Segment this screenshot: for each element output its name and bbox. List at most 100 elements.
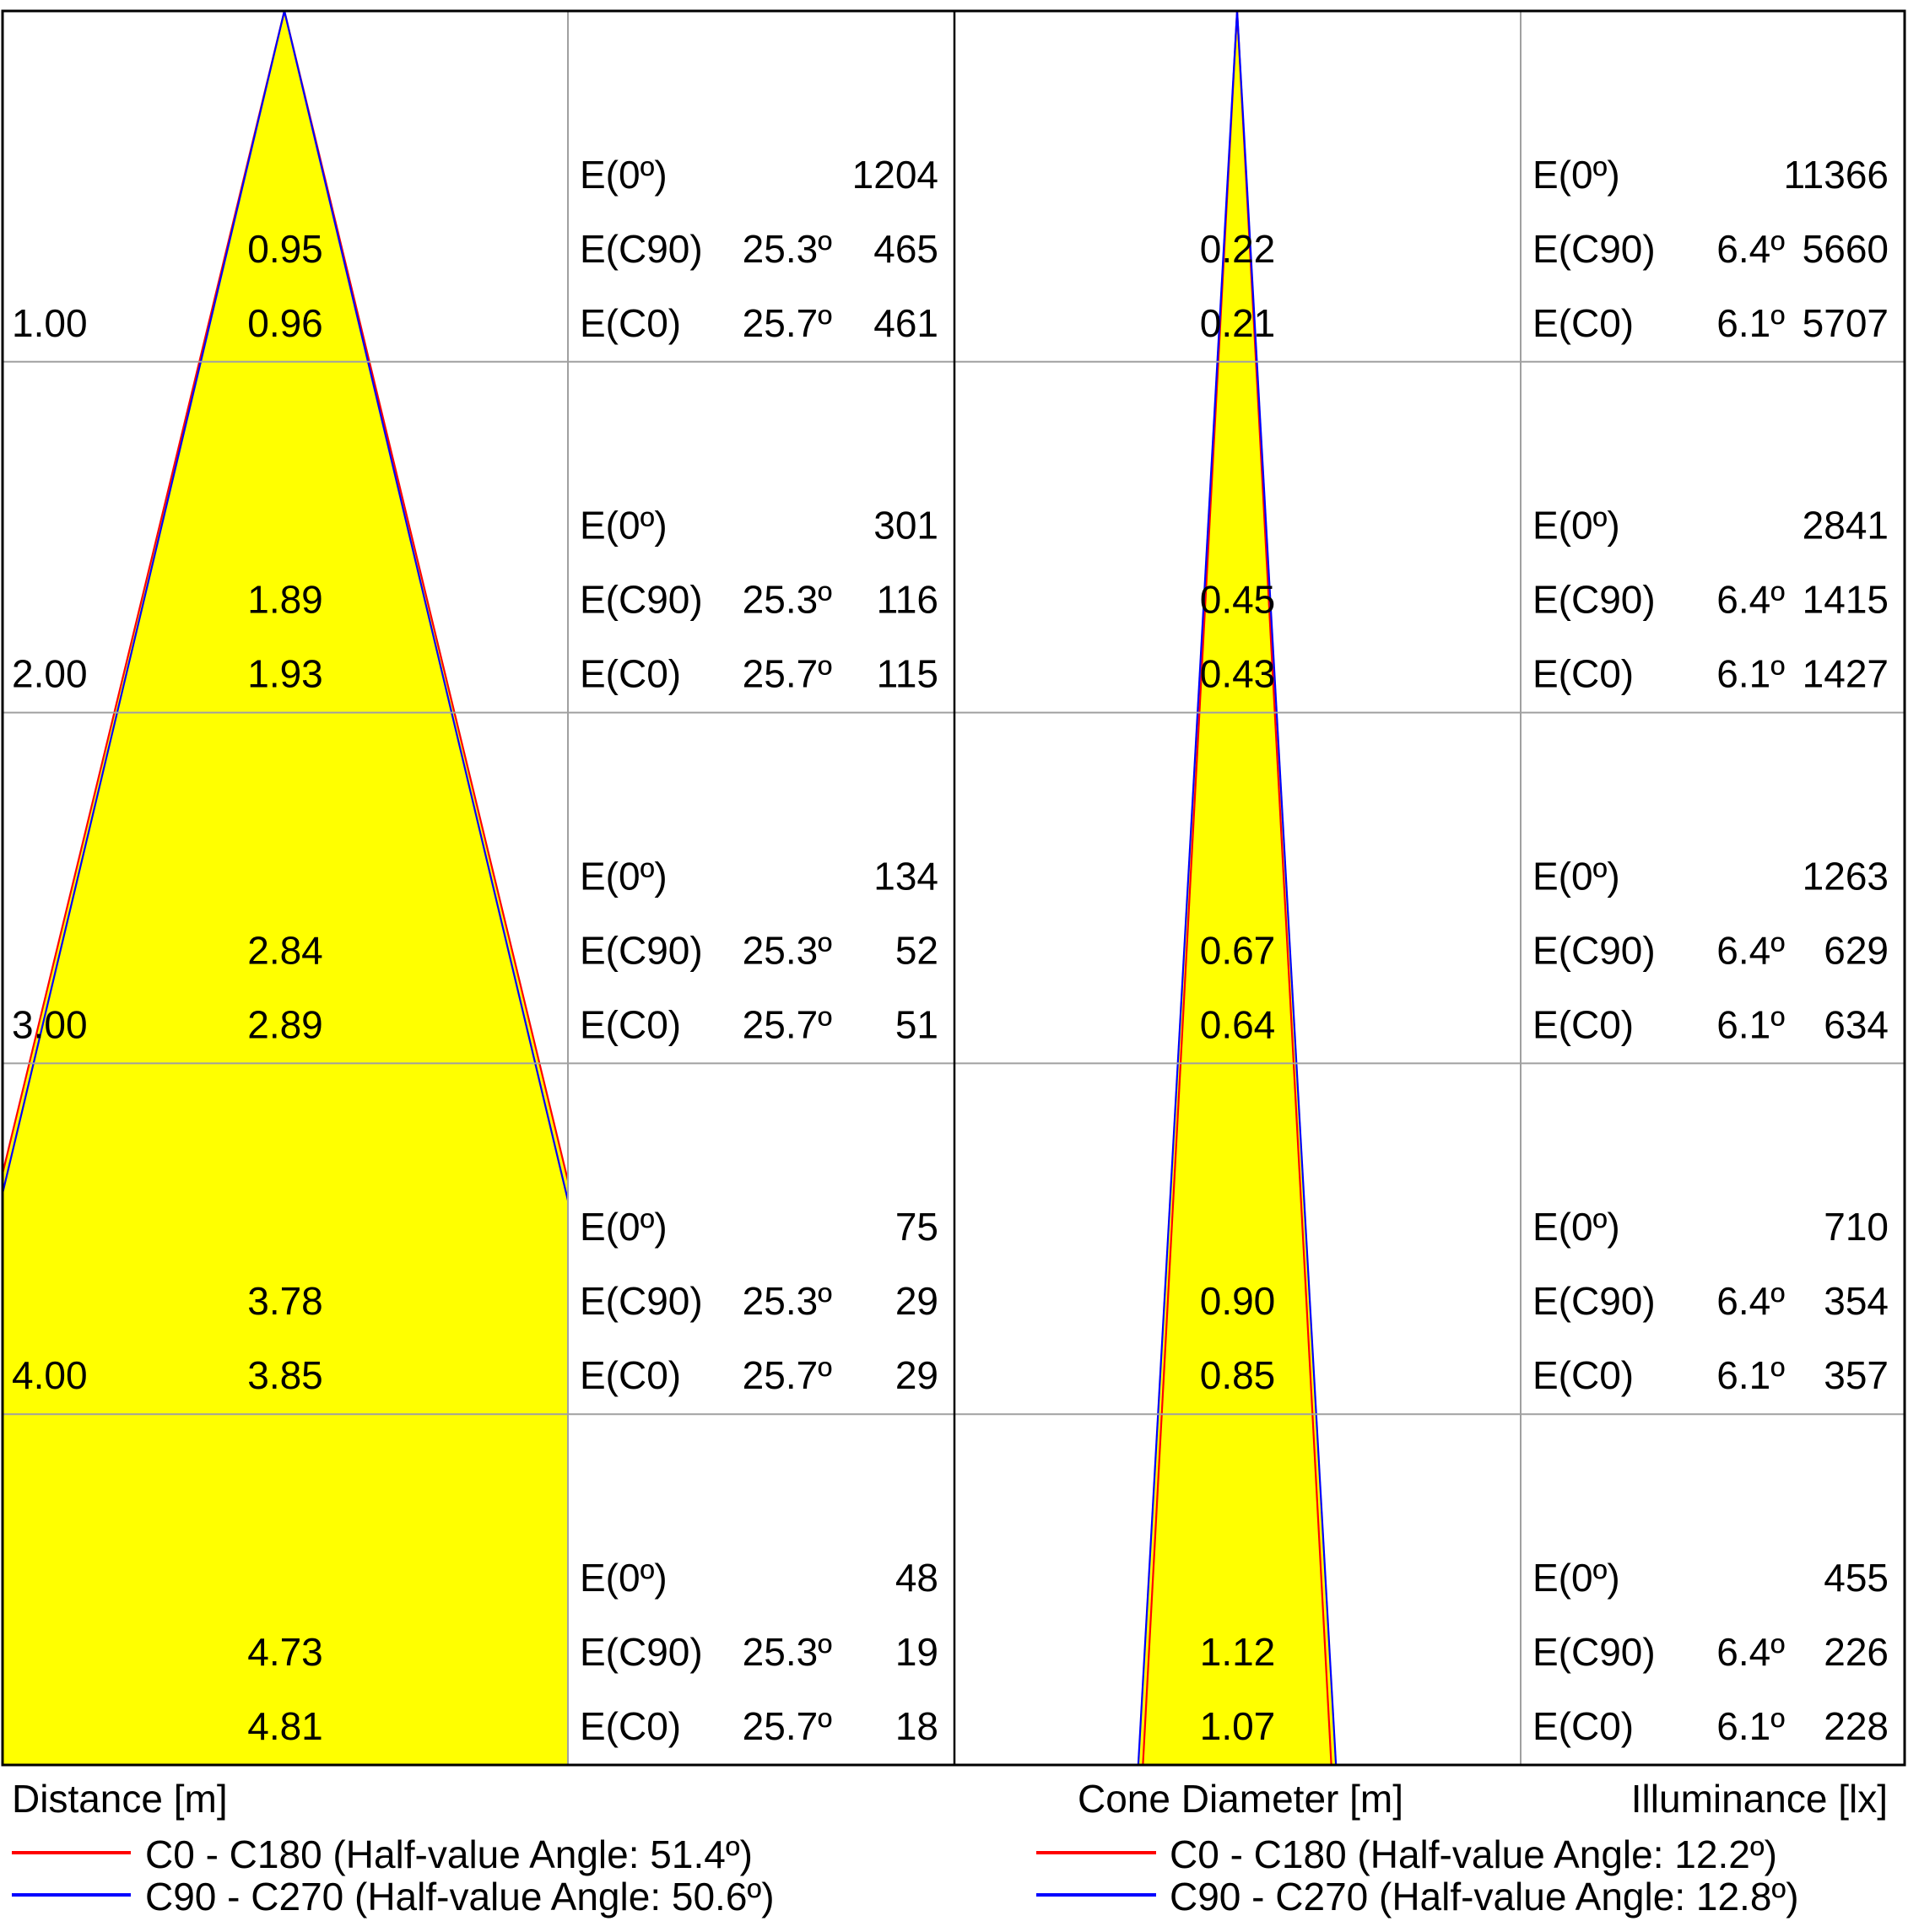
legend-right-c0-label: C0 - C180 (Half-value Angle: 12.2º) <box>1170 1832 1777 1876</box>
ec0-angle: 25.7º <box>743 1353 833 1397</box>
ec0-label: E(C0) <box>580 301 681 345</box>
ec0-value: 634 <box>1824 1002 1889 1046</box>
ec90-angle: 25.3º <box>743 928 833 972</box>
ec0-value: 461 <box>873 301 938 345</box>
legend-left-c0-label: C0 - C180 (Half-value Angle: 51.4º) <box>145 1832 753 1876</box>
ec0-value: 228 <box>1824 1704 1889 1748</box>
cone-c90-label: 2.84 <box>247 928 323 972</box>
data-labels: 0.95 0.96 1.00 E(0º) 1204 E(C90) 25.3º 465 E(C0)… <box>12 153 1889 1748</box>
ec0-angle: 6.1º <box>1716 1353 1785 1397</box>
cone-c0-label: 0.85 <box>1200 1353 1276 1397</box>
ec90-label: E(C90) <box>1532 578 1656 622</box>
ec0-angle: 25.7º <box>743 652 833 696</box>
ec0-value: 29 <box>895 1353 938 1397</box>
cone-c0-label: 1.07 <box>1200 1704 1276 1748</box>
cone-group-0 <box>3 11 568 1765</box>
ec90-label: E(C90) <box>580 227 703 271</box>
distance-label: 3.00 <box>12 1002 88 1046</box>
cone-c90-label: 4.73 <box>247 1630 323 1674</box>
ec0-value: 1427 <box>1803 652 1889 696</box>
ec90-angle: 6.4º <box>1716 928 1785 972</box>
cone-edge-left-c0-0 <box>3 11 286 1178</box>
ec90-angle: 25.3º <box>743 578 833 622</box>
e0-value: 1263 <box>1803 854 1889 898</box>
ec90-value: 29 <box>895 1279 938 1323</box>
ec90-label: E(C90) <box>1532 1630 1656 1674</box>
ec90-value: 116 <box>877 578 938 622</box>
e0-label: E(0º) <box>1532 1556 1620 1600</box>
ec90-angle: 25.3º <box>743 1279 833 1323</box>
e0-value: 2841 <box>1803 504 1889 548</box>
distance-label: 1.00 <box>12 301 88 345</box>
ec0-value: 357 <box>1824 1353 1889 1397</box>
right-ylabel: Illuminance [lx] <box>1631 1777 1888 1821</box>
cone-c90-label: 0.90 <box>1200 1279 1276 1323</box>
ec0-angle: 25.7º <box>743 301 833 345</box>
ec0-label: E(C0) <box>1532 652 1634 696</box>
cone-group-1 <box>1137 11 1338 1765</box>
legend-and-axis-labels: Distance [m] Cone Diameter [m] Illuminan… <box>12 1777 1888 1919</box>
cone-c0-label: 0.96 <box>247 301 323 345</box>
cone-edge-right-c0-0 <box>283 11 568 1185</box>
cone-c0-label: 2.89 <box>247 1002 323 1046</box>
cone-fill-1 <box>1138 11 1337 1765</box>
ec90-label: E(C90) <box>580 1630 703 1674</box>
ec90-angle: 6.4º <box>1716 1630 1785 1674</box>
ec0-angle: 25.7º <box>743 1002 833 1046</box>
ec90-label: E(C90) <box>1532 1279 1656 1323</box>
ec90-label: E(C90) <box>1532 227 1656 271</box>
distance-label: 2.00 <box>12 652 88 696</box>
e0-label: E(0º) <box>580 504 668 548</box>
chart-border <box>1 9 1906 1767</box>
ec90-angle: 25.3º <box>743 227 833 271</box>
e0-value: 134 <box>873 854 938 898</box>
e0-label: E(0º) <box>580 153 668 197</box>
ec0-label: E(C0) <box>1532 301 1634 345</box>
ec90-value: 465 <box>873 227 938 271</box>
cone-c90-label: 0.22 <box>1200 227 1276 271</box>
cone-edge-right-c90-0 <box>283 11 568 1205</box>
ec90-value: 1415 <box>1803 578 1889 622</box>
cone-c0-label: 4.81 <box>247 1704 323 1748</box>
e0-label: E(0º) <box>580 1205 668 1249</box>
cone-edge-left-c90-1 <box>1137 11 1239 1765</box>
ec90-angle: 6.4º <box>1716 578 1785 622</box>
e0-value: 75 <box>895 1205 938 1249</box>
ec90-angle: 6.4º <box>1716 227 1785 271</box>
e0-label: E(0º) <box>580 854 668 898</box>
ec0-angle: 6.1º <box>1716 1704 1785 1748</box>
cone-c90-label: 3.78 <box>247 1279 323 1323</box>
ec90-label: E(C90) <box>580 578 703 622</box>
cone-fill-0 <box>3 11 568 1765</box>
ec90-label: E(C90) <box>580 1279 703 1323</box>
cone-c0-label: 3.85 <box>247 1353 323 1397</box>
cone-c0-label: 0.64 <box>1200 1002 1276 1046</box>
e0-label: E(0º) <box>580 1556 668 1600</box>
cone-c90-label: 1.89 <box>247 578 323 622</box>
cone-c90-label: 0.95 <box>247 227 323 271</box>
cone-c0-label: 0.43 <box>1200 652 1276 696</box>
ec90-label: E(C90) <box>580 928 703 972</box>
e0-value: 11366 <box>1783 153 1889 197</box>
ec0-angle: 6.1º <box>1716 1002 1785 1046</box>
ec90-value: 226 <box>1824 1630 1889 1674</box>
ec90-angle: 6.4º <box>1716 1279 1785 1323</box>
cone-c90-label: 1.12 <box>1200 1630 1276 1674</box>
e0-label: E(0º) <box>1532 854 1620 898</box>
ec90-value: 5660 <box>1803 227 1889 271</box>
left-xlabel: Distance [m] <box>12 1777 228 1821</box>
ec0-label: E(C0) <box>580 1002 681 1046</box>
e0-value: 1204 <box>852 153 938 197</box>
cone-shapes <box>3 11 1338 1765</box>
ec90-value: 19 <box>895 1630 938 1674</box>
cone-c90-label: 0.67 <box>1200 928 1276 972</box>
ec0-angle: 6.1º <box>1716 301 1785 345</box>
e0-label: E(0º) <box>1532 153 1620 197</box>
e0-value: 48 <box>895 1556 938 1600</box>
cone-c0-label: 0.21 <box>1200 301 1276 345</box>
right-xlabel: Cone Diameter [m] <box>1078 1777 1403 1821</box>
ec0-angle: 25.7º <box>743 1704 833 1748</box>
e0-value: 301 <box>873 504 938 548</box>
ec0-value: 18 <box>895 1704 938 1748</box>
